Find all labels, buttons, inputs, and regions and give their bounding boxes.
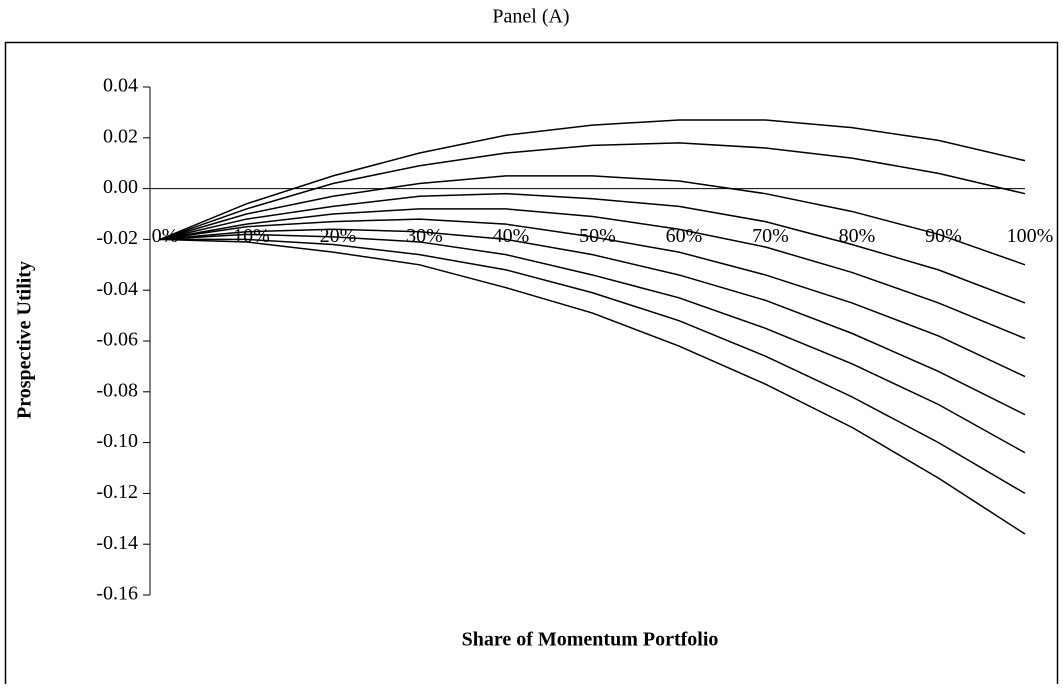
series-line <box>159 175 1026 266</box>
chart-title: Panel (A) <box>492 6 569 28</box>
series-line <box>159 233 1026 454</box>
chart-frame <box>4 41 1059 689</box>
x-tick-label: 10% <box>233 225 270 247</box>
x-tick-label: 40% <box>493 225 530 247</box>
y-tick-label: -0.02 <box>96 227 138 249</box>
series-line <box>159 218 1026 378</box>
x-tick-label: 20% <box>320 225 357 247</box>
y-axis-title: Prospective Utility <box>14 261 36 419</box>
y-tick-label: -0.16 <box>96 583 138 605</box>
y-tick-label: -0.10 <box>96 430 138 452</box>
series-line <box>159 119 1026 241</box>
x-axis-title: Share of Momentum Portfolio <box>462 629 719 651</box>
series-line <box>159 208 1026 340</box>
series-line <box>159 238 1026 535</box>
x-tick-label: 90% <box>925 225 962 247</box>
y-tick-label: -0.08 <box>96 379 138 401</box>
series-line <box>160 238 1026 495</box>
x-tick-label: 30% <box>406 225 443 247</box>
y-tick-label: -0.14 <box>96 532 138 554</box>
series-line <box>159 228 1026 416</box>
x-tick-label: 100% <box>1007 225 1054 247</box>
y-tick-label: -0.04 <box>96 278 138 300</box>
y-tick-label: 0.00 <box>103 176 138 198</box>
x-tick-label: 70% <box>752 225 789 247</box>
x-tick-label: 80% <box>839 225 876 247</box>
x-tick-label: 50% <box>579 225 616 247</box>
y-tick-label: -0.06 <box>96 329 138 351</box>
series-line <box>159 142 1026 241</box>
y-tick-label: 0.02 <box>103 125 138 147</box>
x-tick-label: 60% <box>666 225 703 247</box>
x-tick-label: 0% <box>152 225 179 247</box>
y-tick-label: 0.04 <box>103 75 138 97</box>
series-line <box>159 192 1026 304</box>
y-tick-label: -0.12 <box>96 481 138 503</box>
